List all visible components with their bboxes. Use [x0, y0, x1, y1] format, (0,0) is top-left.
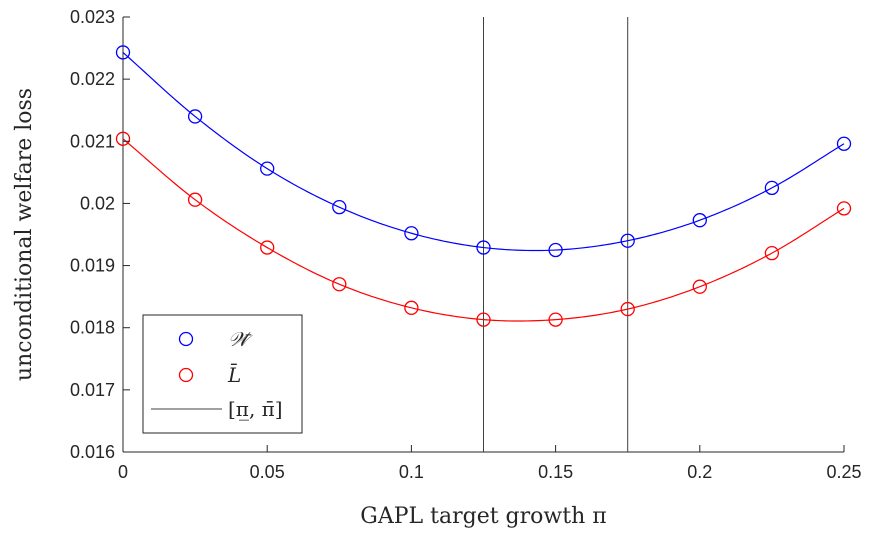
y-tick-label: 0.016 [70, 442, 115, 462]
data-point [764, 245, 780, 261]
legend-label-loss: L̄ [227, 362, 241, 387]
data-point [115, 45, 131, 60]
series-loss [115, 131, 852, 327]
series-line [122, 51, 845, 252]
data-point [692, 279, 707, 294]
x-tick-label: 0.05 [250, 462, 285, 482]
data-point [187, 192, 203, 207]
data-point [836, 201, 852, 216]
data-point [692, 213, 707, 228]
data-point [764, 180, 780, 196]
y-tick-label: 0.018 [70, 318, 115, 338]
data-point [115, 131, 131, 146]
y-axis-title: unconditional welfare loss [12, 88, 37, 381]
data-point [620, 233, 635, 248]
y-tick-label: 0.022 [70, 69, 115, 89]
data-point [332, 200, 347, 215]
data-point [332, 277, 347, 292]
legend-marker-loss [178, 367, 194, 383]
legend-box [142, 314, 303, 434]
data-point [187, 109, 203, 124]
data-point [476, 312, 491, 327]
x-tick-label: 0 [118, 462, 128, 482]
y-tick-label: 0.021 [70, 131, 115, 151]
data-point [548, 312, 563, 327]
series-layer [115, 45, 852, 327]
data-point [404, 300, 419, 315]
data-point [404, 226, 419, 241]
data-point [476, 240, 491, 255]
y-tick-label: 0.023 [70, 7, 115, 27]
data-point [260, 240, 275, 255]
x-tick-label: 0.25 [826, 462, 861, 482]
x-tick-label: 0.15 [538, 462, 573, 482]
legend-label-bounds: [π̲, π̄] [228, 397, 283, 421]
data-point [836, 136, 852, 151]
data-point [260, 161, 275, 176]
y-tick-label: 0.019 [70, 256, 115, 276]
x-tick-label: 0.2 [687, 462, 712, 482]
x-tick-label: 0.1 [399, 462, 424, 482]
axis-ticks: 0 0.05 0.1 0.15 0.2 0.25 0.016 0.017 0.018 0.019 0… [70, 7, 862, 482]
legend-marker-welfare [178, 331, 194, 347]
y-tick-label: 0.02 [80, 193, 115, 213]
legend: 𝒲̄ L̄ [π̲, π̄] [142, 314, 303, 434]
bound-lines [483, 17, 629, 452]
data-point [620, 301, 635, 317]
series-line [122, 138, 845, 322]
x-axis-title: GAPL target growth π [360, 504, 606, 529]
y-tick-label: 0.017 [70, 380, 115, 400]
series-welfare [115, 45, 852, 258]
data-point [548, 242, 563, 258]
